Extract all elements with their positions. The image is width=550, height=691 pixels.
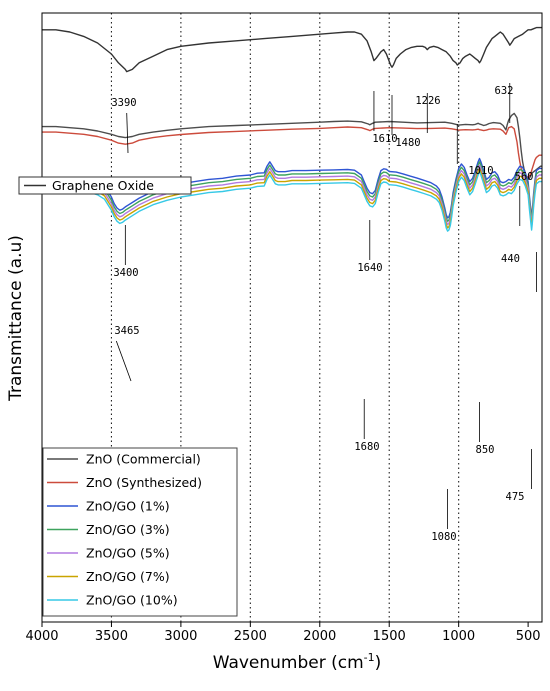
legend-label: ZnO/GO (1%) bbox=[86, 499, 170, 514]
x-tick-label: 2000 bbox=[303, 629, 336, 644]
peak-label-3465: 3465 bbox=[114, 325, 139, 337]
x-tick-label: 1000 bbox=[442, 629, 475, 644]
series-line-0 bbox=[42, 26, 542, 73]
legend-box bbox=[18, 176, 192, 195]
x-axis: 4000 3500 3000 2500 2000 1500 1000 500 bbox=[25, 622, 541, 644]
series-line-7 bbox=[41, 171, 542, 232]
peak-label-1610: 1610 bbox=[372, 133, 397, 145]
peak-label-1480: 1480 bbox=[395, 137, 420, 149]
plot-frame bbox=[41, 12, 543, 623]
legend-label: Graphene Oxide bbox=[52, 178, 154, 193]
series-line-2 bbox=[42, 125, 542, 178]
peak-label-440: 440 bbox=[501, 253, 520, 265]
x-tick-label: 3500 bbox=[95, 629, 128, 644]
peak-label-1010: 1010 bbox=[468, 165, 493, 177]
peak-label-3390: 3390 bbox=[111, 97, 136, 109]
legend-box bbox=[42, 447, 238, 617]
series-line-1 bbox=[42, 112, 542, 181]
legend-label: ZnO/GO (3%) bbox=[86, 522, 170, 537]
peak-label-1680: 1680 bbox=[354, 441, 379, 453]
legend-label: ZnO/GO (7%) bbox=[86, 569, 170, 584]
peak-label-560: 560 bbox=[515, 171, 534, 183]
x-tick-label: 1500 bbox=[373, 629, 406, 644]
x-axis-title-close: ) bbox=[375, 653, 382, 673]
series-lines bbox=[41, 26, 542, 232]
y-axis-title: Transmittance (a.u) bbox=[6, 235, 26, 402]
legend-graphene-oxide: Graphene Oxide bbox=[18, 176, 192, 195]
series-line-6 bbox=[41, 167, 542, 229]
annotation-leader bbox=[115, 340, 132, 382]
x-tick-label: 3000 bbox=[164, 629, 197, 644]
peak-label-475: 475 bbox=[506, 491, 525, 503]
legend-zno-samples: ZnO (Commercial) ZnO (Synthesized) ZnO/GO … bbox=[42, 447, 238, 617]
peak-label-1226: 1226 bbox=[415, 95, 440, 107]
legend-label: ZnO/GO (10%) bbox=[86, 593, 178, 608]
x-tick-label: 500 bbox=[516, 629, 541, 644]
peak-label-1640: 1640 bbox=[357, 262, 382, 274]
x-axis-title-sup: -1 bbox=[364, 651, 375, 664]
legend-label: ZnO/GO (5%) bbox=[86, 546, 170, 561]
peak-label-632: 632 bbox=[495, 85, 514, 97]
x-tick-label: 4000 bbox=[25, 629, 58, 644]
peak-label-3400: 3400 bbox=[113, 267, 138, 279]
peak-label-1080: 1080 bbox=[431, 531, 456, 543]
legend-label: ZnO (Synthesized) bbox=[86, 475, 202, 490]
legend-label: ZnO (Commercial) bbox=[86, 452, 201, 467]
peak-label-850: 850 bbox=[476, 444, 495, 456]
x-tick-label: 2500 bbox=[234, 629, 267, 644]
x-axis-title: Wavenumber (cm-1) bbox=[213, 651, 382, 673]
annotation-leader bbox=[126, 112, 129, 154]
